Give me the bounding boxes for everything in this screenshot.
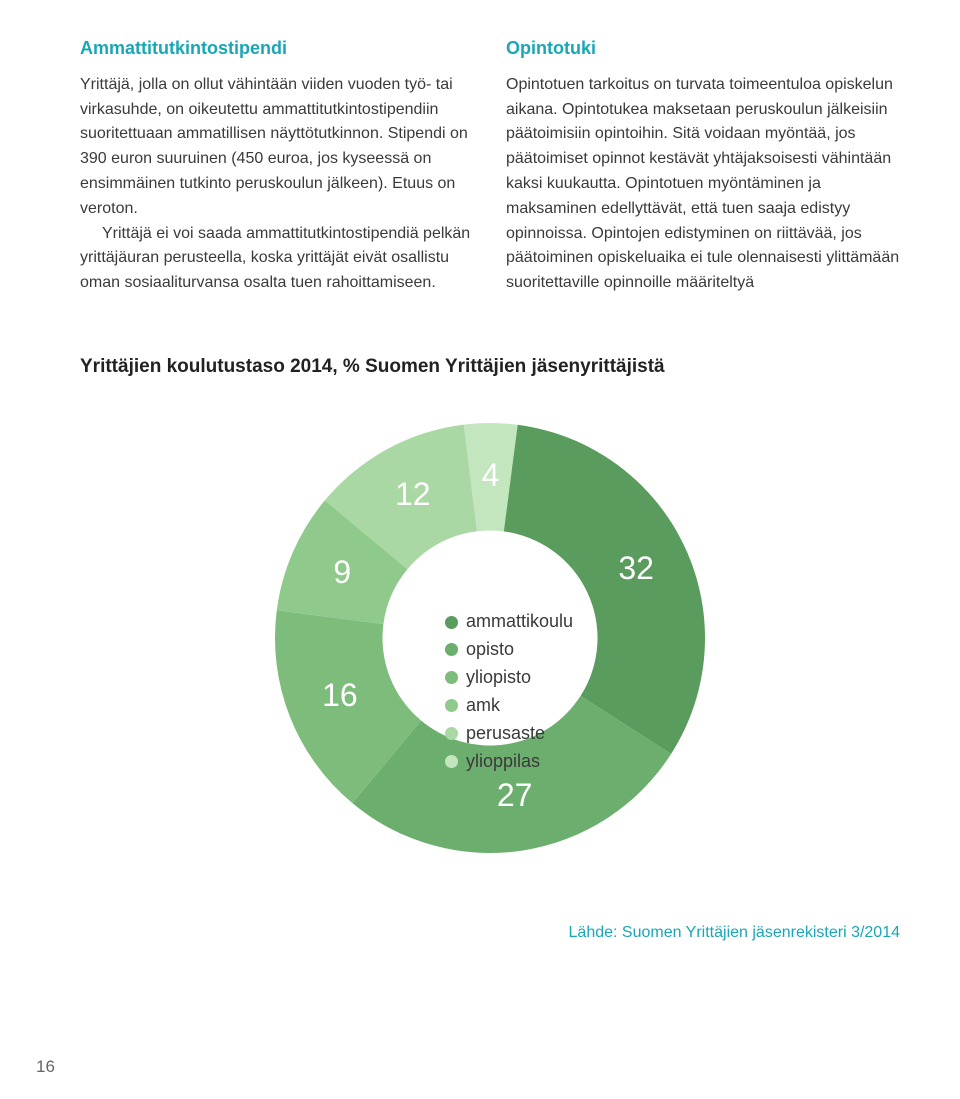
legend-label: amk: [466, 692, 500, 720]
slice-value-opisto: 27: [485, 777, 545, 814]
left-column: Ammattitutkintostipendi Yrittäjä, jolla …: [80, 35, 474, 296]
slice-value-amk: 9: [312, 554, 372, 591]
legend-dot: [445, 643, 458, 656]
legend-dot: [445, 699, 458, 712]
donut-chart: ammattikouluopistoyliopistoamkperusastey…: [210, 398, 770, 918]
legend-item-ammattikoulu: ammattikoulu: [445, 608, 573, 636]
right-heading: Opintotuki: [506, 35, 900, 63]
chart-title: Yrittäjien koulutustaso 2014, % Suomen Y…: [80, 356, 900, 378]
legend-dot: [445, 616, 458, 629]
legend-item-ylioppilas: ylioppilas: [445, 748, 573, 776]
legend-dot: [445, 727, 458, 740]
slice-value-ylioppilas: 4: [461, 457, 521, 494]
chart-source: Lähde: Suomen Yrittäjien jäsenrekisteri …: [80, 924, 900, 942]
legend-label: yliopisto: [466, 664, 531, 692]
page-number: 16: [36, 1057, 55, 1077]
legend-label: ammattikoulu: [466, 608, 573, 636]
left-heading: Ammattitutkintostipendi: [80, 35, 474, 63]
legend-label: opisto: [466, 636, 514, 664]
right-paragraph-1: Opintotuen tarkoitus on turvata toimeent…: [506, 73, 900, 296]
chart-legend: ammattikouluopistoyliopistoamkperusastey…: [445, 608, 573, 775]
legend-item-yliopisto: yliopisto: [445, 664, 573, 692]
legend-dot: [445, 755, 458, 768]
legend-item-perusaste: perusaste: [445, 720, 573, 748]
right-column: Opintotuki Opintotuen tarkoitus on turva…: [506, 35, 900, 296]
slice-value-perusaste: 12: [383, 476, 443, 513]
slice-value-ammattikoulu: 32: [606, 550, 666, 587]
legend-item-opisto: opisto: [445, 636, 573, 664]
left-paragraph-2: Yrittäjä ei voi saada ammattitutkintosti…: [80, 222, 474, 296]
legend-dot: [445, 671, 458, 684]
slice-value-yliopisto: 16: [310, 677, 370, 714]
legend-label: perusaste: [466, 720, 545, 748]
chart-section: Yrittäjien koulutustaso 2014, % Suomen Y…: [80, 356, 900, 942]
left-paragraph-1: Yrittäjä, jolla on ollut vähintään viide…: [80, 73, 474, 222]
legend-item-amk: amk: [445, 692, 573, 720]
legend-label: ylioppilas: [466, 748, 540, 776]
